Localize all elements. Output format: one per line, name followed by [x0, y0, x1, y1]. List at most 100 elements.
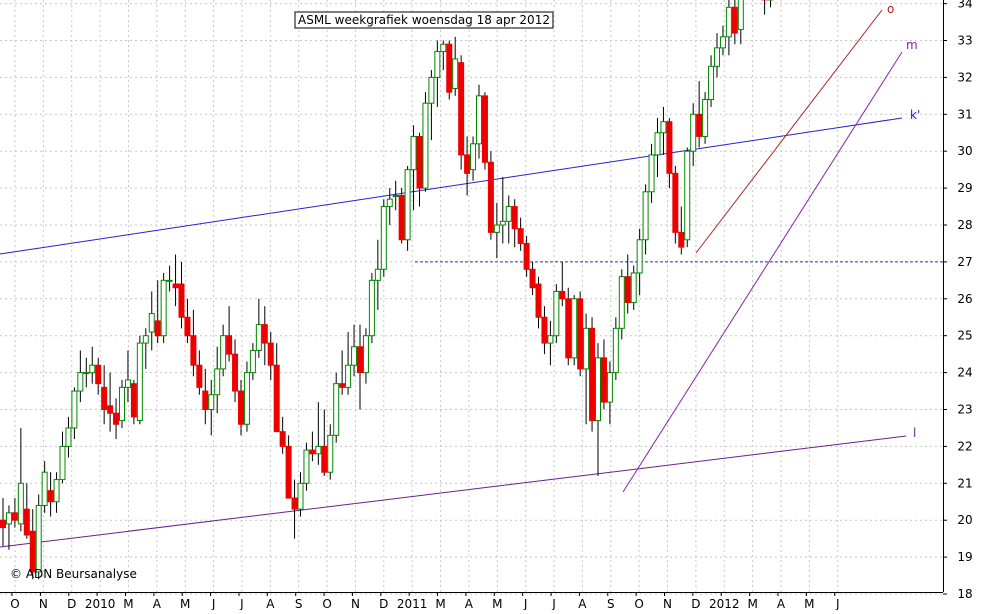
candle-body-down [11, 512, 18, 521]
x-tick-label: M [804, 597, 814, 610]
candle-body-up [642, 191, 649, 241]
candle-body-up [351, 346, 358, 366]
x-tick-label: J [551, 597, 556, 610]
candle-body-up [392, 194, 399, 197]
candle-body-up [83, 372, 90, 375]
candle-body-down [565, 298, 572, 359]
candle-body-up [630, 272, 637, 303]
x-tick-label: D [379, 597, 388, 610]
candle-body-up [148, 313, 155, 333]
candle-body-up [303, 449, 310, 484]
y-tick-label: 21 [957, 476, 972, 490]
candle-body-down [172, 283, 179, 289]
candle-body-up [499, 220, 506, 226]
candle-body-up [214, 368, 221, 396]
candle-body-down [577, 298, 584, 370]
candle-body-down [23, 508, 30, 536]
candle-body-up [249, 349, 256, 374]
candle-body-up [53, 479, 60, 503]
candle-body-up [440, 43, 447, 53]
y-tick-label: 27 [957, 255, 972, 269]
candle-body-down [202, 390, 209, 410]
candle-body-down [196, 364, 203, 388]
candle-body-up [17, 482, 24, 525]
candle-body-up [648, 154, 655, 193]
candle-body-down [107, 405, 114, 414]
candle-body-up [452, 58, 459, 89]
candle-body-up [434, 51, 441, 78]
candle-body-up [71, 390, 78, 429]
candle-body-down [154, 320, 161, 337]
candle-body-down [535, 283, 542, 318]
candle-body-up [333, 383, 340, 436]
candle-body-down [666, 121, 673, 174]
y-tick-label: 18 [957, 587, 972, 601]
x-tick-label: D [67, 597, 76, 610]
candle-body-up [220, 335, 227, 370]
candle-body-down [178, 283, 185, 318]
candle-body-up [368, 279, 375, 337]
x-tick-label: N [351, 597, 360, 610]
candle-body-up [315, 445, 322, 455]
x-tick-label: A [266, 597, 275, 610]
candle-body-down [458, 62, 465, 156]
candle-body-up [160, 279, 167, 337]
candle-body-down [416, 135, 423, 189]
candle-body-up [208, 394, 215, 410]
candle-body-down [624, 276, 631, 303]
trendline-l [0, 435, 907, 548]
candle-body-up [702, 99, 709, 137]
trendline-k [0, 117, 903, 255]
candle-body-up [89, 364, 96, 374]
candle-body-down [0, 519, 6, 529]
candle-body-down [600, 357, 607, 403]
candle-body-down [464, 154, 471, 174]
candle-body-down [487, 161, 494, 233]
candle-body-up [327, 434, 334, 473]
candle-body-up [654, 132, 661, 156]
candle-body-down [357, 346, 363, 374]
candle-body-up [136, 342, 143, 422]
candle-body-up [553, 290, 560, 337]
candle-body-up [35, 504, 42, 573]
x-tick-label: A [465, 597, 474, 610]
candle-body-down [285, 445, 292, 499]
candle-body-up [142, 335, 149, 344]
x-tick-label: 2010 [85, 597, 116, 610]
candle-body-down [113, 412, 120, 425]
y-tick-label: 24 [957, 366, 972, 380]
candle-body-down [517, 228, 524, 244]
x-tick-label: O [634, 597, 643, 610]
candle-body-down [190, 335, 197, 366]
candle-body-up [386, 198, 393, 208]
candle-body-up [422, 102, 429, 189]
candle-body-up [470, 143, 477, 171]
candle-body-down [232, 353, 239, 392]
x-tick-label: O [322, 597, 331, 610]
candle-body-up [636, 239, 643, 274]
candle-body-up [612, 327, 619, 374]
candle-body-down [226, 335, 233, 355]
y-tick-label: 26 [957, 292, 972, 306]
candle-body-down [678, 231, 685, 248]
title-box [294, 11, 554, 29]
candle-body-up [476, 95, 482, 145]
candle-body-down [95, 364, 102, 385]
x-tick-label: S [295, 597, 303, 610]
candle-body-up [719, 36, 726, 49]
y-tick-label: 30 [957, 144, 972, 158]
candle-body-up [714, 47, 720, 67]
candle-body-up [618, 276, 625, 329]
candle-body-up [77, 372, 84, 392]
candle-body-up [374, 268, 381, 281]
x-tick-label: O [10, 597, 19, 610]
y-tick-label: 25 [957, 329, 972, 343]
candle-body-up [547, 335, 554, 344]
candle-body-up [166, 279, 173, 282]
x-tick-label: J [239, 597, 244, 610]
trendline-m [622, 51, 903, 493]
candle-body-up [737, 0, 744, 30]
candle-body-up [124, 379, 131, 388]
y-tick-label: 29 [957, 181, 972, 195]
